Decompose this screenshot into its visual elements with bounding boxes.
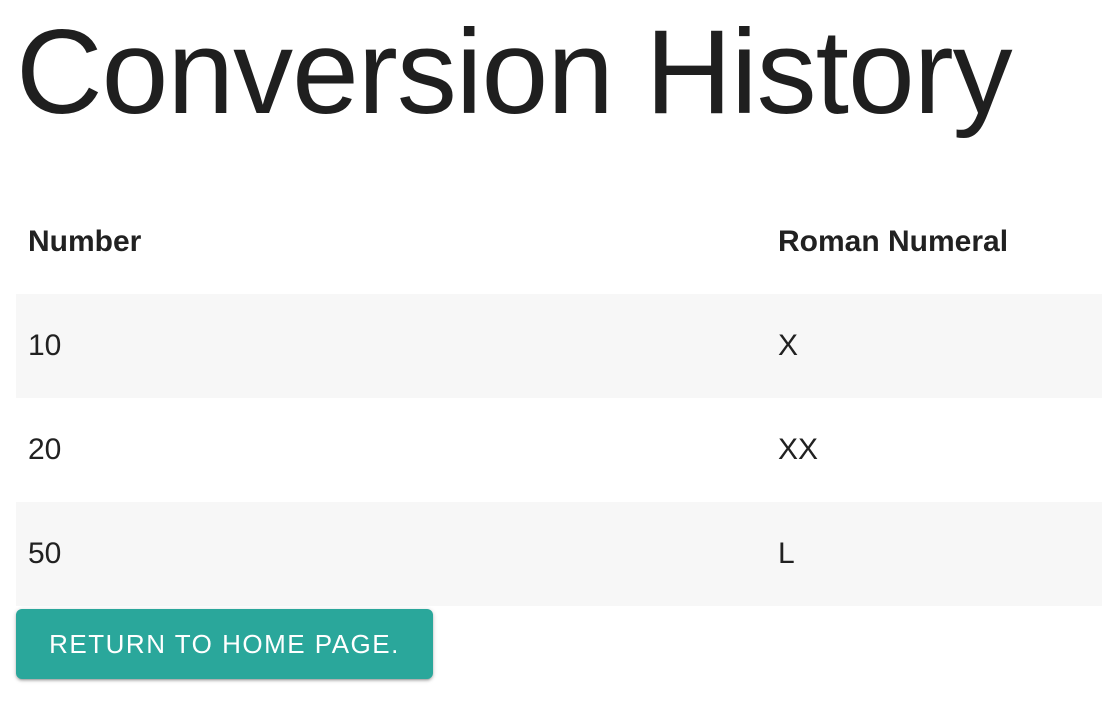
page-title: Conversion History [16,5,1013,139]
table-row: 20 XX [16,398,1102,502]
roman-numeral-cell: X [778,329,799,362]
number-cell: 50 [28,537,62,570]
return-home-button[interactable]: RETURN TO HOME PAGE. [16,609,433,679]
table-header-row: Number Roman Numeral [16,190,1102,294]
number-cell: 20 [28,433,62,466]
column-header-roman-numeral: Roman Numeral [778,225,1009,258]
roman-numeral-cell: XX [778,433,819,466]
column-header-number: Number [28,225,142,258]
table-row: 50 L [16,502,1102,606]
table-row: 10 X [16,294,1102,398]
roman-numeral-cell: L [778,537,795,570]
conversion-history-table: Number Roman Numeral 10 X 20 XX 50 L [16,190,1102,606]
number-cell: 10 [28,329,62,362]
